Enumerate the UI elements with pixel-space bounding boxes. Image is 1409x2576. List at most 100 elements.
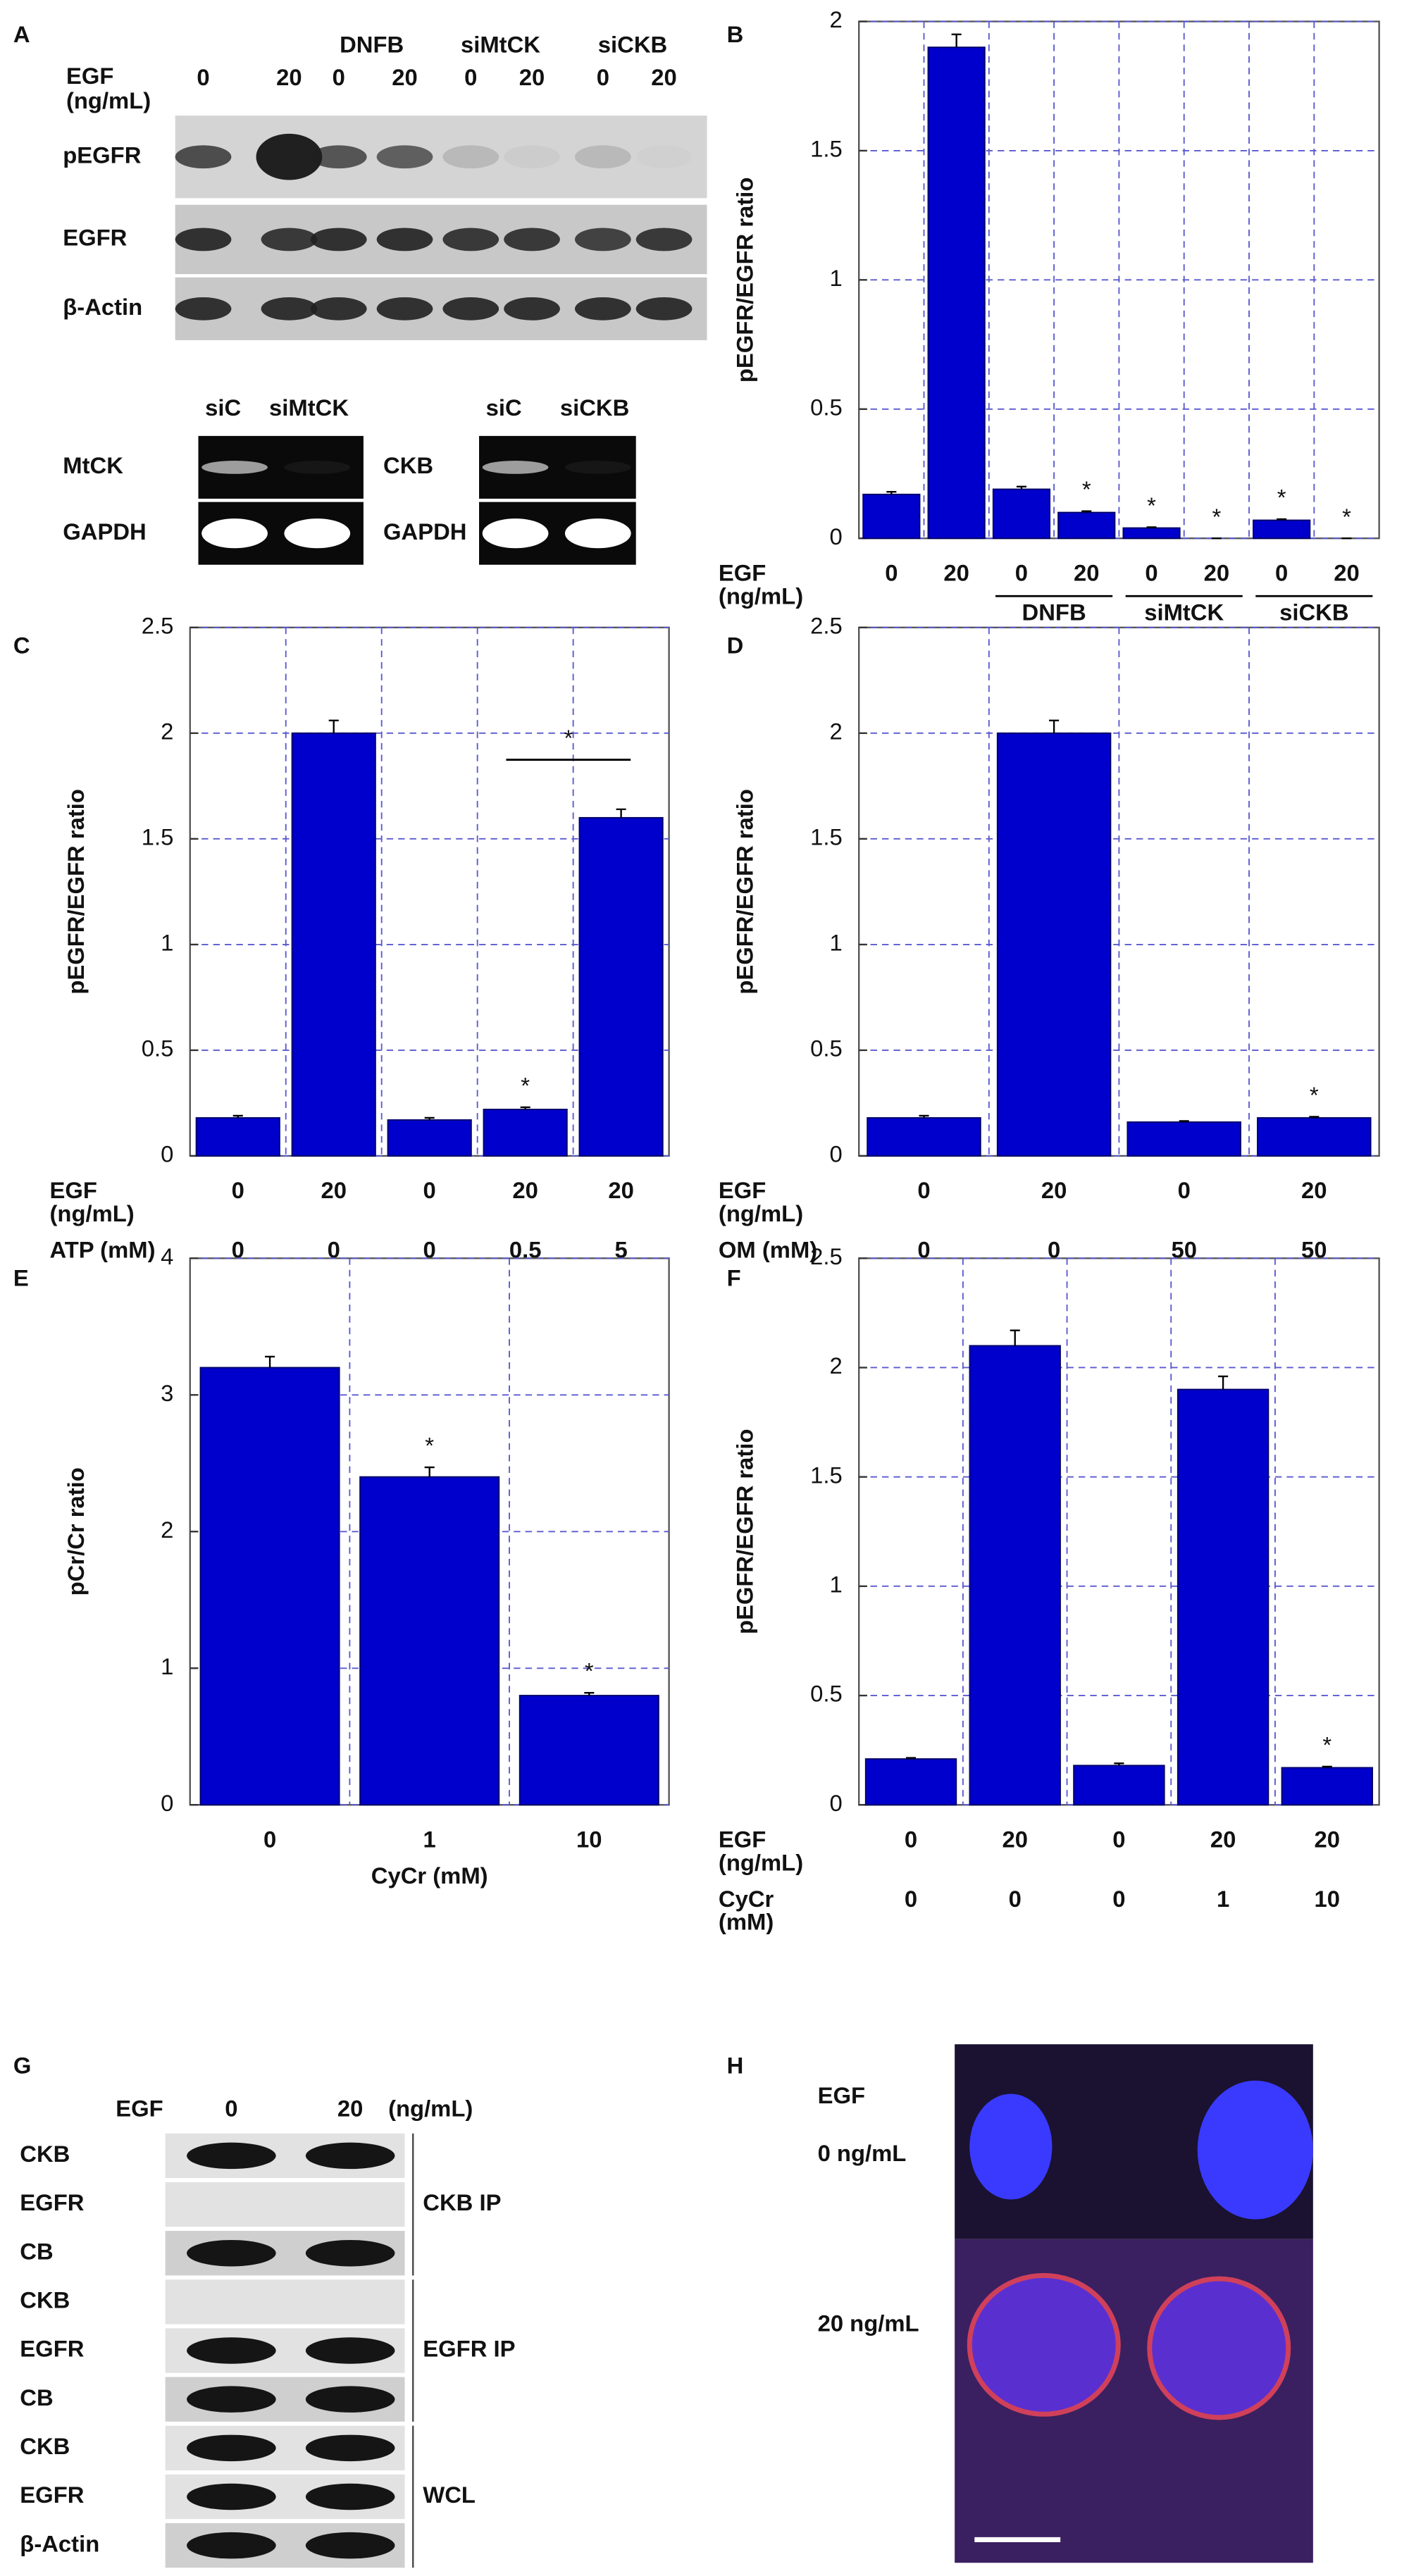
band xyxy=(504,228,560,251)
y-axis-label: pCr/Cr ratio xyxy=(63,1467,89,1595)
bar xyxy=(578,816,664,1157)
lane-label: 0 xyxy=(225,2096,237,2122)
error-bar xyxy=(584,1692,595,1696)
x-tick-label: 0 xyxy=(263,1826,276,1852)
error-bar xyxy=(1309,1116,1320,1118)
x-row-label: OM (mM) xyxy=(719,1237,817,1263)
band xyxy=(305,2532,395,2559)
x-tick-label: 20 xyxy=(1315,1826,1340,1852)
unit-label: (ng/mL) xyxy=(388,2096,473,2122)
band xyxy=(574,297,631,321)
y-tick-label: 2.5 xyxy=(810,1243,843,1269)
band xyxy=(175,297,232,321)
band xyxy=(635,297,693,321)
error-bar xyxy=(520,1106,530,1109)
row-label: GAPDH xyxy=(63,518,146,545)
error-bar xyxy=(1218,1375,1229,1390)
row-label: EGFR xyxy=(20,2189,84,2215)
band xyxy=(310,297,367,321)
y-tick-label: 2 xyxy=(161,1517,173,1543)
error-bar xyxy=(232,1114,243,1118)
band xyxy=(284,461,351,474)
condition-label: 20 ng/mL xyxy=(818,2310,919,2336)
y-tick-label: 2 xyxy=(829,718,842,745)
band xyxy=(635,228,693,251)
unit-label: (ng/mL) xyxy=(66,87,151,113)
x-tick-label: 20 xyxy=(1301,1177,1327,1203)
x-row-label: (mM) xyxy=(719,1909,774,1935)
x-tick-label: 20 xyxy=(1204,559,1229,585)
band xyxy=(187,2532,276,2559)
y-tick-label: 2.5 xyxy=(810,612,843,638)
group-label: CKB IP xyxy=(423,2189,501,2215)
error-bar xyxy=(1179,1120,1189,1122)
blot xyxy=(165,2279,405,2325)
row-label: β-Actin xyxy=(20,2530,99,2556)
x-tick-label: 0 xyxy=(423,1177,436,1203)
lane-label: siCKB xyxy=(560,394,629,421)
egf-label: EGF xyxy=(116,2096,163,2122)
x-axis-label: CyCr (mM) xyxy=(371,1862,488,1889)
bar xyxy=(862,493,921,540)
panel-letter: G xyxy=(13,2053,32,2079)
error-bar xyxy=(1277,518,1287,521)
x-row-label: ATP (mM) xyxy=(50,1237,156,1263)
y-tick-label: 2 xyxy=(829,1352,842,1379)
y-tick-label: 3 xyxy=(161,1380,173,1406)
band xyxy=(504,297,560,321)
x-tick-label: 0 xyxy=(1145,559,1157,585)
y-tick-label: 0 xyxy=(829,1790,842,1816)
y-tick-label: 0 xyxy=(161,1141,173,1167)
group-label: siCKB xyxy=(1279,599,1348,626)
x-row-value: 5 xyxy=(614,1237,627,1263)
bar xyxy=(199,1367,340,1806)
error-bar xyxy=(1146,526,1157,528)
lane-label: siMtCK xyxy=(269,394,349,421)
row-label: EGFR xyxy=(20,2482,84,2508)
y-tick-label: 1.5 xyxy=(810,1462,843,1488)
x-tick-label: 0 xyxy=(885,559,898,585)
x-row-label: (ng/mL) xyxy=(50,1200,135,1226)
band xyxy=(310,145,367,169)
condition-label: 0 ng/mL xyxy=(818,2140,907,2166)
significance-marker: * xyxy=(1212,504,1221,530)
band xyxy=(187,2142,276,2170)
row-label: EGFR xyxy=(20,2336,84,2362)
bar xyxy=(1122,527,1181,540)
band xyxy=(564,518,631,549)
band xyxy=(636,145,693,168)
panel-letter: F xyxy=(727,1264,741,1290)
band xyxy=(187,2483,276,2510)
row-label: pEGFR xyxy=(63,142,141,168)
bar xyxy=(359,1476,500,1806)
error-bar xyxy=(886,491,897,494)
x-row-value: 1 xyxy=(1217,1886,1229,1912)
bar xyxy=(483,1109,568,1157)
x-row-label: EGF xyxy=(719,559,766,585)
band xyxy=(305,2434,395,2462)
band xyxy=(305,2386,395,2413)
row-label: MtCK xyxy=(63,452,123,478)
x-tick-label: 1 xyxy=(423,1826,436,1852)
panel-letter: H xyxy=(727,2053,744,2079)
significance-marker: * xyxy=(1277,485,1286,511)
bar xyxy=(195,1117,280,1157)
y-tick-label: 1 xyxy=(829,1572,842,1598)
egf-label: EGF xyxy=(66,63,113,89)
significance-marker: * xyxy=(1147,492,1156,518)
y-tick-label: 2 xyxy=(161,718,173,745)
significance-marker: * xyxy=(585,1658,594,1684)
y-tick-label: 1.5 xyxy=(142,824,174,850)
y-tick-label: 0 xyxy=(829,523,842,549)
y-tick-label: 1 xyxy=(161,1653,173,1679)
x-row-label: (ng/mL) xyxy=(719,583,803,609)
lane-label: siC xyxy=(205,394,241,421)
panel-letter: A xyxy=(13,21,30,47)
row-label: GAPDH xyxy=(383,518,466,545)
x-tick-label: 0 xyxy=(1275,559,1288,585)
x-row-value: 10 xyxy=(1315,1886,1340,1912)
bar xyxy=(927,46,986,540)
x-row-label: (ng/mL) xyxy=(719,1200,803,1226)
nucleus xyxy=(969,2093,1053,2200)
